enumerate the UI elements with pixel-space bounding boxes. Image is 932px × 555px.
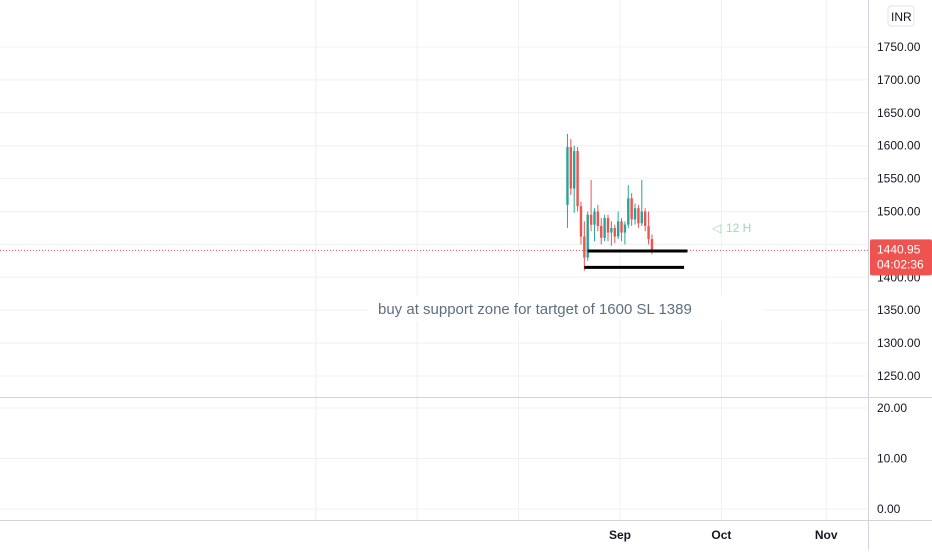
price-tick-label: 1600.00 (877, 139, 921, 153)
candle-body (579, 206, 583, 237)
candle (606, 214, 610, 242)
candle-body (616, 221, 620, 237)
time-tick-label: Oct (711, 528, 731, 542)
candle (576, 147, 579, 212)
currency-badge[interactable]: INR (887, 5, 915, 27)
price-tick-label: 1300.00 (877, 336, 921, 350)
candle-body (643, 211, 647, 226)
candle-body (606, 218, 610, 233)
annotation[interactable]: buy at support zone for tartget of 1600 … (368, 295, 763, 321)
candle (610, 221, 613, 246)
candle (620, 218, 623, 242)
annotation-background (368, 295, 763, 321)
price-axis[interactable]: 1750.00 1700.00 1650.00 1600.00 1550.00 1500.… (877, 40, 921, 383)
candle (643, 208, 647, 232)
candle-body (576, 150, 579, 207)
candle-body (573, 150, 576, 189)
candle (579, 201, 583, 245)
candle (647, 211, 650, 245)
time-tick-label: Nov (815, 528, 838, 542)
candle-body (583, 236, 586, 258)
candle-body (613, 227, 616, 237)
candle (623, 221, 627, 245)
candle (573, 145, 576, 213)
candlestick-series (566, 133, 654, 271)
candle (593, 208, 596, 242)
candle-body (647, 225, 650, 240)
candle-body (600, 225, 603, 238)
candle-body (603, 218, 606, 238)
candle (637, 204, 640, 228)
grid (0, 0, 868, 520)
candle (583, 221, 586, 271)
time-tick-label: Sep (609, 528, 631, 542)
volume-tick-label: 10.00 (877, 452, 907, 466)
last-price-badge-bg (870, 239, 932, 276)
candle (589, 179, 593, 232)
price-tick-label: 1650.00 (877, 106, 921, 120)
annotation-text: buy at support zone for tartget of 1600 … (378, 301, 692, 318)
candle (640, 179, 643, 226)
candle-body (650, 239, 654, 251)
candle (613, 224, 616, 244)
candle-body (593, 211, 596, 225)
support-lines[interactable] (584, 249, 688, 269)
candle (627, 185, 630, 228)
last-price-countdown: 04:02:36 (877, 257, 924, 271)
candle (569, 139, 573, 196)
candle (633, 203, 637, 225)
last-price-value: 1440.95 (877, 242, 921, 256)
candle-body (633, 208, 637, 220)
candle-body (620, 221, 623, 233)
candle (586, 211, 589, 261)
volume-tick-label: 0.00 (877, 502, 901, 516)
candle-body (640, 211, 643, 224)
candle (630, 193, 633, 226)
candle (616, 211, 620, 240)
price-tick-label: 1350.00 (877, 303, 921, 317)
timer-marker: ◁ 12 H (712, 221, 751, 235)
candle (600, 218, 603, 245)
price-tick-label: 1750.00 (877, 40, 921, 54)
last-price-badge: 1440.95 04:02:36 (870, 239, 932, 276)
candle (603, 214, 606, 242)
timer-label: 12 H (726, 221, 751, 235)
candle-body (630, 198, 633, 220)
timer-arrow-icon: ◁ (712, 221, 722, 235)
currency-badge-bg (887, 5, 915, 27)
price-tick-label: 1250.00 (877, 369, 921, 383)
price-tick-label: 1500.00 (877, 205, 921, 219)
volume-tick-label: 20.00 (877, 401, 907, 415)
time-axis[interactable]: Sep Oct Nov (609, 528, 838, 542)
candle (596, 204, 600, 232)
candle-body (596, 211, 600, 226)
candle-body (566, 147, 569, 205)
candle-body (586, 214, 589, 258)
candle-body (569, 147, 573, 189)
candle-body (627, 198, 630, 225)
price-tick-label: 1700.00 (877, 73, 921, 87)
candle-body (623, 224, 627, 233)
candle-body (610, 227, 613, 233)
currency-badge-label: INR (891, 10, 912, 24)
volume-axis[interactable]: 20.00 10.00 0.00 (877, 401, 907, 516)
candle (566, 133, 569, 228)
price-tick-label: 1550.00 (877, 172, 921, 186)
candle-body (589, 214, 593, 225)
candle-body (637, 208, 640, 224)
